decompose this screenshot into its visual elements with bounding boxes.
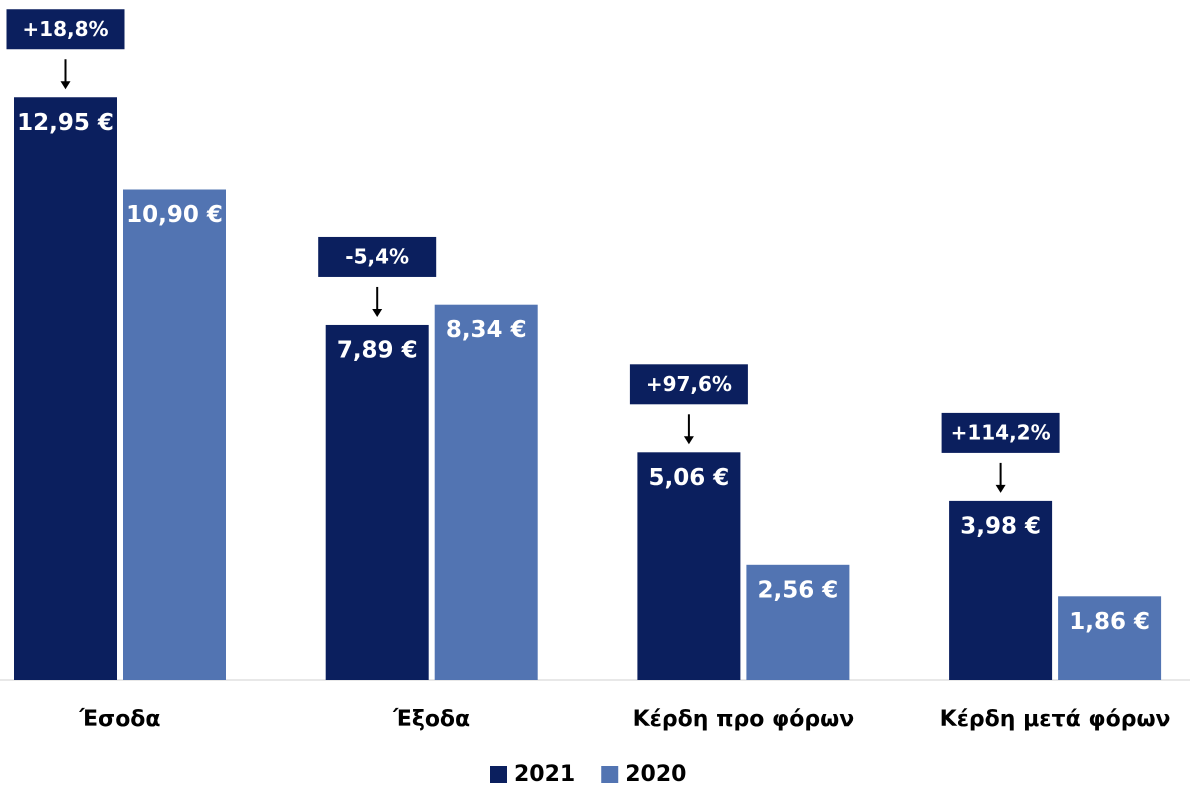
- annotation-box: [318, 236, 437, 277]
- bar: [637, 452, 741, 680]
- bar: [746, 564, 850, 680]
- annotation-box: [941, 412, 1060, 453]
- value-label: 2,56 €: [758, 577, 839, 603]
- value-label: 5,06 €: [649, 465, 730, 491]
- bar: [949, 500, 1053, 680]
- annotation-box: [6, 9, 125, 50]
- bar: [1058, 596, 1162, 680]
- x-tick-label: Κέρδη προ φόρων: [633, 707, 855, 732]
- bar: [123, 189, 226, 680]
- annotation: -5,4%: [345, 244, 409, 268]
- value-label: 3,98 €: [960, 513, 1041, 539]
- annotation-box: [629, 364, 748, 405]
- annotation-arrowhead: [60, 81, 71, 90]
- annotation: +97,6%: [646, 372, 732, 396]
- value-label: 7,89 €: [337, 337, 418, 363]
- annotation-arrowhead: [683, 436, 694, 445]
- value-label: 1,86 €: [1069, 609, 1150, 635]
- x-tick-label: Έσοδα: [78, 707, 160, 732]
- bar: [14, 97, 117, 680]
- value-label: 10,90 €: [126, 202, 223, 228]
- annotation-arrowhead: [372, 308, 383, 317]
- x-tick-label: Κέρδη μετά φόρων: [940, 707, 1171, 732]
- bar: [325, 324, 429, 680]
- value-label: 12,95 €: [17, 110, 114, 136]
- legend-swatch: [490, 766, 507, 783]
- annotation: +114,2%: [951, 420, 1051, 444]
- legend-swatch: [601, 766, 619, 783]
- legend-label: 2021: [514, 762, 575, 787]
- bar: [434, 304, 538, 680]
- annotation: +18,8%: [22, 17, 108, 41]
- x-tick-label: Έξοδα: [392, 707, 470, 732]
- legend-label: 2020: [625, 762, 686, 787]
- annotation-arrowhead: [995, 484, 1006, 493]
- value-label: 8,34 €: [446, 317, 527, 343]
